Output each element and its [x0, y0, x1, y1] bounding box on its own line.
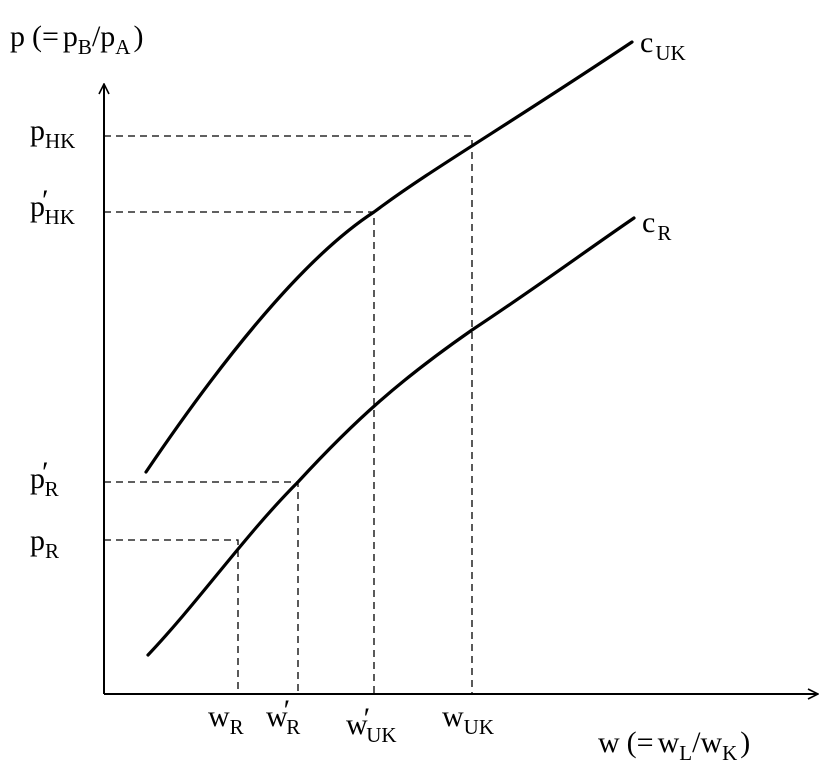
- y-tick-p-hk-prime: p′HK: [30, 184, 75, 229]
- x-axis-title: w (= wL/wK): [598, 726, 750, 763]
- y-tick-p-r-prime: p′R: [30, 456, 59, 501]
- y-tick-p-r: pR: [30, 524, 59, 563]
- x-tick-w-uk: wUK: [442, 700, 494, 739]
- curve-label-c-uk: cUK: [640, 26, 686, 65]
- y-tick-p-hk: pHK: [30, 114, 75, 153]
- curve-c-r: [146, 216, 636, 657]
- curve-label-c-r: cR: [642, 206, 671, 245]
- x-tick-w-r-prime: w′R: [266, 694, 300, 739]
- guide-p-hk: [104, 135, 473, 694]
- svg-text:w(=wL/wK): w (= wL/wK): [598, 726, 750, 763]
- guide-p-hk-prime: [104, 211, 375, 694]
- guide-p-r: [104, 539, 239, 694]
- x-tick-w-r: wR: [208, 700, 244, 739]
- svg-text:p(=pB/pA): p (= pB/pA): [10, 20, 143, 59]
- y-axis-title: p (= pB/pA): [10, 20, 143, 59]
- curve-c-uk: [144, 40, 634, 474]
- x-tick-w-uk-prime: w′UK: [346, 702, 397, 747]
